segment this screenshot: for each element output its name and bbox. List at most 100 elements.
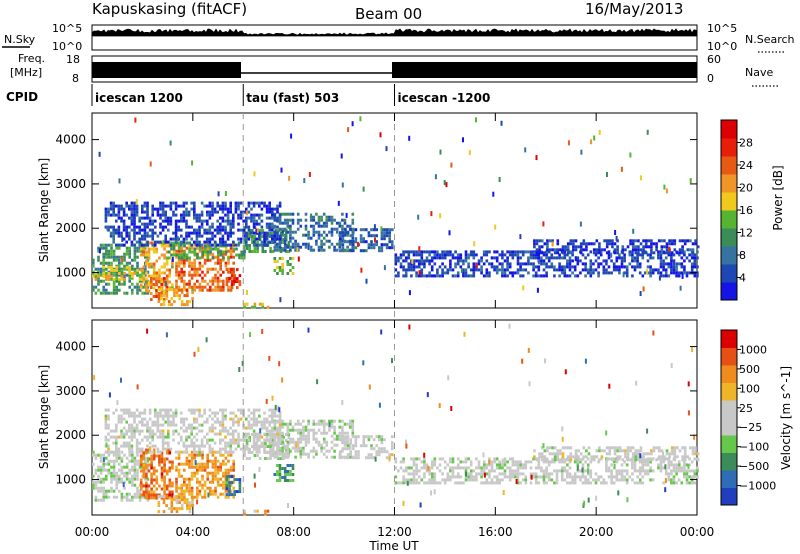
range-cell — [99, 243, 103, 247]
range-cell — [335, 221, 339, 225]
range-cell — [245, 457, 249, 460]
range-cell — [294, 422, 297, 426]
range-cell — [146, 243, 149, 247]
range-cell — [158, 457, 161, 461]
range-cell — [568, 466, 572, 470]
range-cell — [112, 228, 115, 232]
range-cell — [621, 245, 625, 249]
range-cell — [558, 253, 561, 257]
range-cell — [183, 270, 186, 274]
range-cell — [343, 422, 347, 426]
range-cell — [150, 241, 153, 245]
range-cell — [144, 279, 147, 283]
range-cell — [138, 243, 141, 247]
range-cell — [644, 271, 647, 275]
range-cell — [597, 475, 600, 479]
range-cell — [341, 419, 344, 423]
range-cell — [675, 466, 678, 470]
range-cell — [188, 247, 191, 251]
range-cell — [348, 224, 352, 228]
range-cell — [577, 455, 580, 459]
range-cell — [545, 460, 548, 464]
range-cell — [198, 267, 202, 271]
range-cell — [139, 484, 143, 488]
range-cell — [190, 261, 194, 265]
range-cell — [180, 507, 184, 511]
range-cell — [138, 228, 141, 232]
range-cell — [152, 250, 156, 254]
range-cell — [211, 213, 214, 217]
range-cell — [613, 452, 617, 456]
range-cell — [190, 201, 193, 205]
range-cell — [112, 471, 116, 475]
range-cell — [563, 256, 567, 260]
range-cell — [629, 458, 632, 462]
range-cell — [485, 466, 489, 470]
range-cell — [98, 248, 101, 254]
range-cell — [92, 453, 95, 457]
range-cell — [584, 469, 587, 473]
range-cell — [581, 262, 585, 266]
range-cell — [198, 288, 202, 292]
range-cell — [688, 481, 691, 485]
range-cell — [322, 446, 326, 450]
range-cell — [317, 236, 321, 240]
range-cell — [216, 282, 220, 286]
range-cell — [634, 458, 638, 462]
range-cell — [354, 435, 358, 439]
range-cell — [462, 481, 465, 485]
range-cell — [221, 219, 225, 223]
range-cell — [143, 237, 147, 241]
range-cell — [511, 253, 515, 257]
range-cell — [159, 213, 162, 217]
range-cell — [659, 256, 663, 260]
range-cell — [378, 249, 381, 253]
range-cell — [441, 253, 444, 257]
range-cell — [598, 129, 601, 135]
range-cell — [253, 235, 257, 238]
range-cell — [464, 256, 468, 260]
range-cell — [206, 456, 209, 460]
range-cell — [131, 291, 134, 295]
range-cell — [428, 481, 431, 485]
colorbar-swatch — [721, 282, 737, 301]
range-cell — [115, 228, 118, 232]
range-cell — [579, 221, 582, 227]
range-cell — [276, 414, 279, 418]
range-cell — [228, 475, 231, 479]
range-cell — [278, 464, 282, 467]
range-cell — [346, 447, 350, 451]
range-cell — [222, 471, 225, 475]
range-cell — [138, 240, 141, 244]
range-cell — [572, 239, 575, 243]
range-cell — [344, 228, 347, 232]
range-cell — [221, 216, 225, 220]
range-cell — [175, 264, 178, 268]
range-cell — [125, 411, 128, 415]
range-cell — [198, 285, 202, 289]
range-cell — [236, 478, 239, 482]
range-cell — [144, 255, 147, 259]
range-cell — [535, 251, 539, 255]
range-cell — [621, 248, 625, 252]
range-cell — [222, 250, 225, 254]
range-cell — [495, 265, 499, 269]
range-cell — [195, 450, 199, 454]
range-cell — [621, 458, 625, 462]
range-cell — [428, 250, 431, 254]
range-cell — [683, 460, 686, 464]
range-cell — [668, 452, 671, 456]
range-cell — [258, 435, 261, 439]
range-cell — [641, 463, 645, 467]
range-cell — [239, 216, 243, 220]
range-cell — [449, 250, 452, 254]
range-cell — [683, 253, 686, 257]
range-cell — [160, 487, 164, 491]
range-cell — [198, 492, 202, 496]
range-cell — [195, 444, 199, 448]
range-cell — [372, 438, 376, 442]
range-cell — [351, 422, 355, 426]
range-cell — [296, 446, 300, 450]
range-cell — [139, 457, 143, 461]
range-cell — [412, 259, 416, 263]
